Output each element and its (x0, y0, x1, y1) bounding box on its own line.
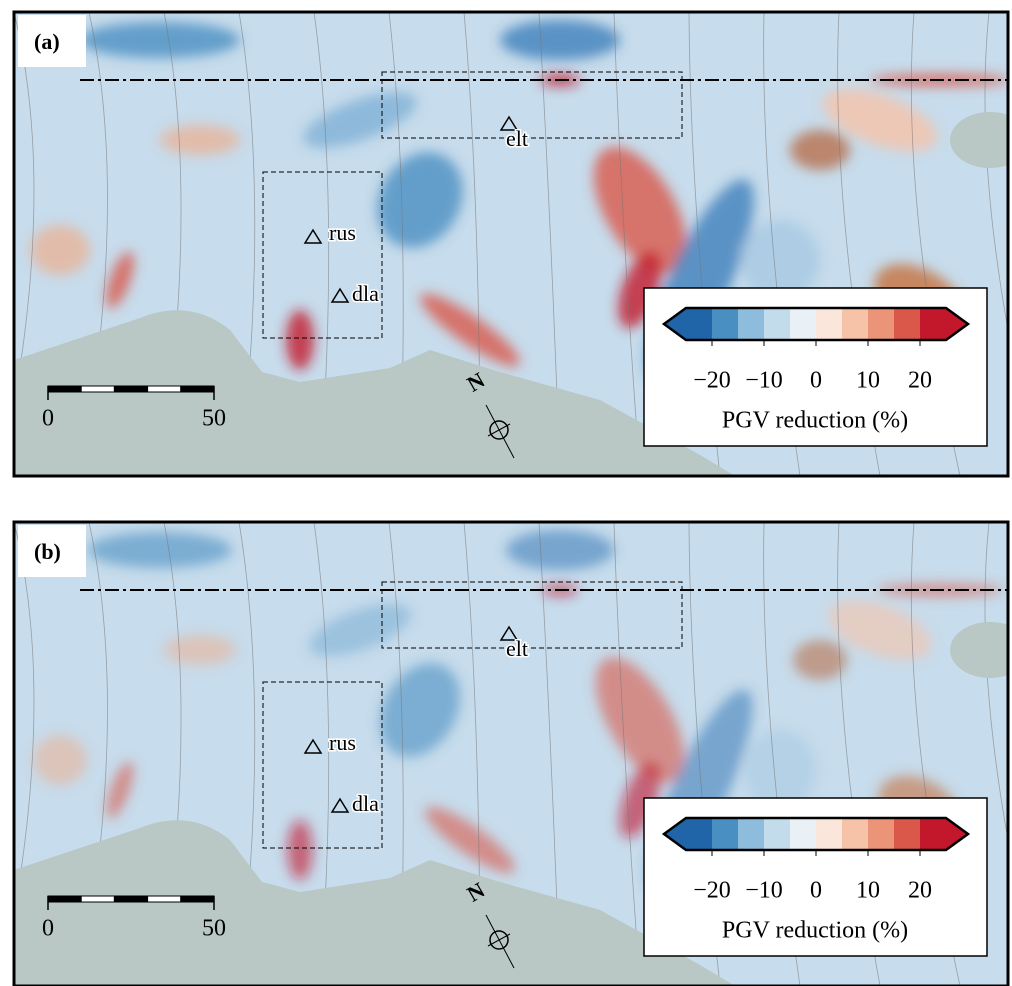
colorbar-bin (920, 818, 947, 850)
pgv-patch (33, 735, 87, 785)
scale-segment (114, 896, 147, 902)
panel-label: (a) (34, 29, 60, 54)
colorbar-bin (816, 308, 843, 340)
pgv-patch (500, 20, 620, 60)
scale-segment (81, 896, 114, 902)
scale-segment (48, 386, 81, 392)
scale-label: 50 (202, 406, 226, 432)
pgv-patch (287, 820, 312, 880)
scale-label: 0 (42, 916, 54, 942)
scale-segment (148, 896, 181, 902)
colorbar-bin (842, 818, 869, 850)
colorbar-tick-label: 20 (908, 878, 932, 904)
pgv-patch (88, 532, 232, 568)
colorbar-tick-label: −10 (745, 368, 783, 394)
colorbar-tick-label: 0 (810, 878, 822, 904)
scale-label: 50 (202, 916, 226, 942)
station-label: rus (329, 730, 356, 755)
colorbar-tick-label: −20 (693, 368, 731, 394)
colorbar-bin (790, 308, 817, 340)
scale-segment (114, 386, 147, 392)
scale-segment (81, 386, 114, 392)
colorbar-title: PGV reduction (%) (722, 918, 908, 944)
colorbar-bin (764, 308, 791, 340)
pgv-patch (506, 530, 614, 570)
station-label: rus (329, 220, 356, 245)
colorbar-bin (764, 818, 791, 850)
colorbar-tick-label: −10 (745, 878, 783, 904)
panel-label: (b) (34, 539, 61, 564)
colorbar-bin (686, 308, 713, 340)
scale-segment (48, 896, 81, 902)
station-label: elt (506, 636, 528, 661)
figure: (a)eltrusdla050N−20−1001020PGV reduction… (0, 0, 1012, 986)
colorbar-bin (894, 818, 921, 850)
pgv-patch (30, 225, 90, 275)
colorbar-bin (842, 308, 869, 340)
colorbar-bin (738, 308, 765, 340)
scale-segment (181, 386, 214, 392)
station-label: dla (352, 791, 379, 816)
colorbar-bin (920, 308, 947, 340)
pgv-patch (160, 125, 240, 155)
colorbar-bin (790, 818, 817, 850)
station-label: dla (352, 281, 379, 306)
colorbar-tick-label: 10 (856, 368, 880, 394)
colorbar-bin (894, 308, 921, 340)
colorbar-bin (868, 818, 895, 850)
colorbar-bin (686, 818, 713, 850)
colorbar-bin (868, 308, 895, 340)
colorbar-tick-label: 10 (856, 878, 880, 904)
colorbar-bin (738, 818, 765, 850)
scale-segment (148, 386, 181, 392)
colorbar-title: PGV reduction (%) (722, 408, 908, 434)
pgv-patch (164, 635, 236, 665)
station-label: elt (506, 126, 528, 151)
pgv-patch (286, 310, 314, 370)
colorbar-tick-label: −20 (693, 878, 731, 904)
colorbar-tick-label: 0 (810, 368, 822, 394)
colorbar-bin (712, 308, 739, 340)
pgv-patch (80, 22, 240, 58)
pgv-patch (790, 130, 850, 170)
colorbar-bin (816, 818, 843, 850)
colorbar-bin (712, 818, 739, 850)
scale-label: 0 (42, 406, 54, 432)
colorbar-tick-label: 20 (908, 368, 932, 394)
scale-segment (181, 896, 214, 902)
